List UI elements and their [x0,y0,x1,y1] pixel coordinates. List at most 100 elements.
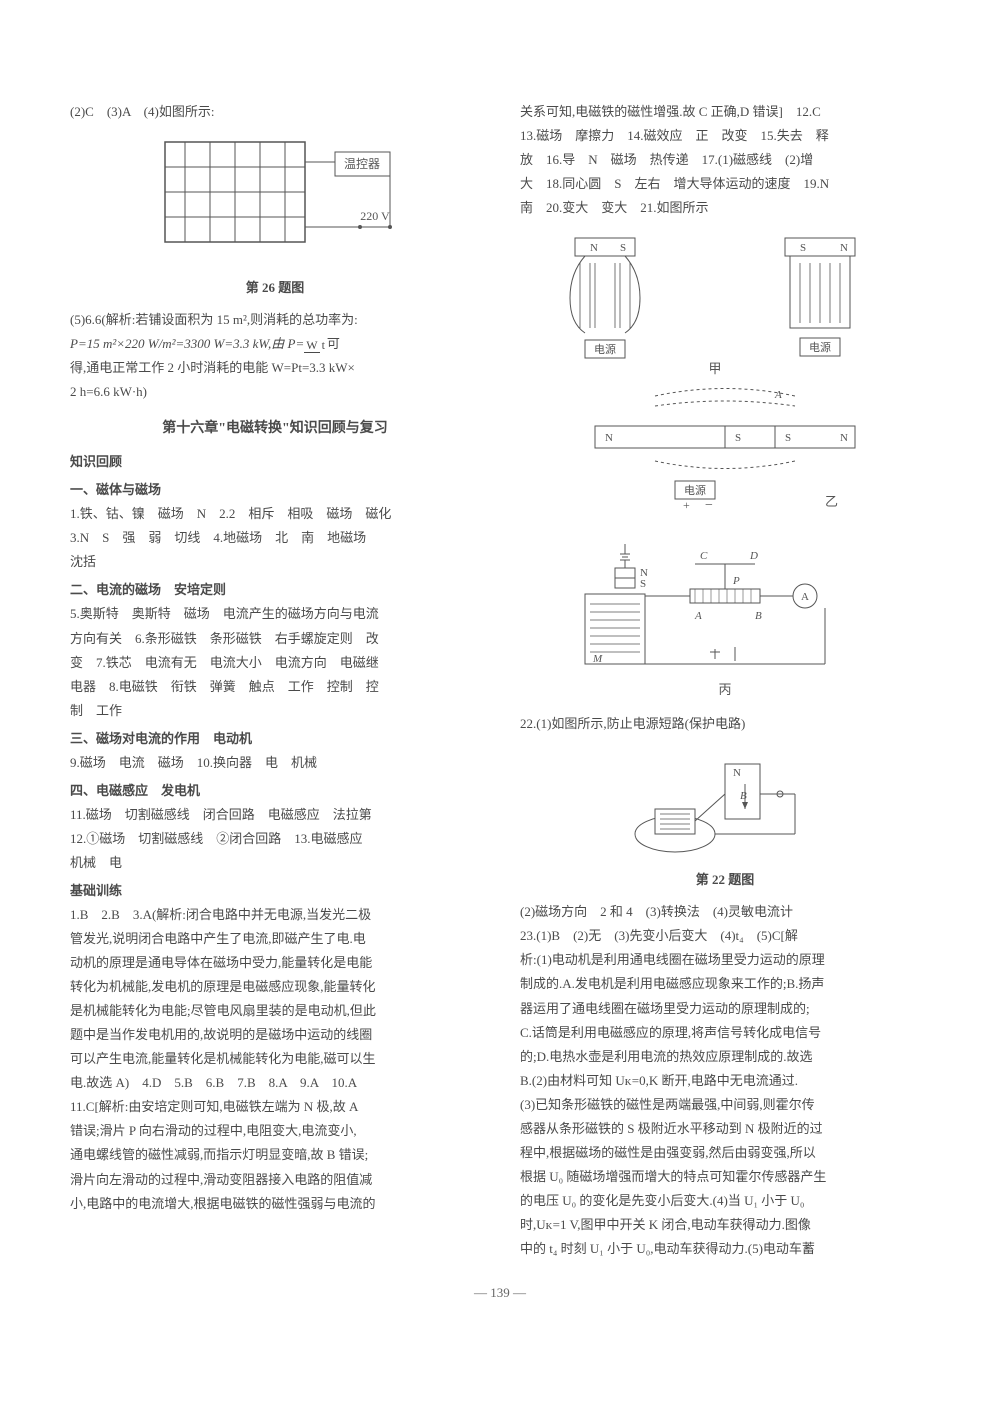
svg-text:M: M [592,653,603,665]
text-line: 5.奥斯特 奥斯特 磁场 电流产生的磁场方向与电流 [70,602,480,626]
text-line: 的电压 U₀ 的变化是先变小后变大.(4)当 U₁ 小于 U₀ [520,1189,930,1213]
text-line: 13.磁场 摩擦力 14.磁效应 正 改变 15.失去 释 [520,124,930,148]
svg-text:S: S [735,432,741,444]
text-line: 转化为机械能,发电机的原理是电磁感应现象,能量转化 [70,975,480,999]
subheading: 一、磁体与磁场 [70,478,480,502]
text-line: 管发光,说明闭合电路中产生了电流,即磁产生了电.电 [70,927,480,951]
page-number: — 139 — [70,1281,930,1305]
text-line: 放 16.导 N 磁场 热传递 17.(1)磁感线 (2)增 [520,148,930,172]
svg-text:S: S [640,578,646,590]
diagram-21-yi: A N S S N 电源 + − 乙 [520,386,930,526]
svg-text:A: A [694,610,702,622]
text-line: 动机的原理是通电导体在磁场中受力,能量转化是电能 [70,951,480,975]
text-line: 的;D.电热水壶是利用电流的热效应原理制成的.故选 [520,1045,930,1069]
svg-text:A: A [774,389,782,401]
text-line: 是机械能转化为电能;尽管电风扇里装的是电动机,但此 [70,999,480,1023]
text-line: 时,Uᴋ=1 V,图甲中开关 K 闭合,电动车获得动力.图像 [520,1213,930,1237]
text-line: 沈括 [70,550,480,574]
text-line: 小,电路中的电流增大,根据电磁铁的磁性强弱与电流的 [70,1192,480,1216]
text-line: 电.故选 A) 4.D 5.B 6.B 7.B 8.A 9.A 10.A [70,1071,480,1095]
diagram-21-jia: N S 电源 S N 电源 甲 [520,228,930,378]
svg-text:甲: 甲 [708,361,721,376]
text-line: 9.磁场 电流 磁场 10.换向器 电 机械 [70,751,480,775]
text-line: 3.N S 强 弱 切线 4.地磁场 北 南 地磁场 [70,526,480,550]
svg-text:N: N [840,242,848,254]
svg-text:N: N [733,767,741,779]
svg-text:P: P [732,575,740,587]
text-line: 22.(1)如图所示,防止电源短路(保护电路) [520,712,930,736]
right-column: 关系可知,电磁铁的磁性增强.故 C 正确,D 错误] 12.C 13.磁场 摩擦… [520,100,930,1261]
text-line: 电器 8.电磁铁 衔铁 弹簧 触点 工作 控制 控 [70,675,480,699]
text-line: 机械 电 [70,851,480,875]
diagram-22: N B 第 22 题图 [520,744,930,892]
svg-text:丙: 丙 [718,682,731,697]
svg-text:温控器: 温控器 [344,157,380,171]
svg-text:S: S [800,242,806,254]
text-line: (5)6.6(解析:若铺设面积为 15 m²,则消耗的总功率为: [70,308,480,332]
motor-diagram-icon: N B [625,744,825,864]
text-line: 11.磁场 切割磁感线 闭合回路 电磁感应 法拉第 [70,803,480,827]
text-line: (2)C (3)A (4)如图所示: [70,100,480,124]
text-line: 感器从条形磁铁的 S 极附近水平移动到 N 极附近的过 [520,1117,930,1141]
circuit-diagram-icon: 温控器 220 V [155,132,395,272]
text-line: 1.B 2.B 3.A(解析:闭合电路中并无电源,当发光二极 [70,903,480,927]
diagram-21-bing: N S C D P A M A B [520,534,930,704]
text-line: 11.C[解析:由安培定则可知,电磁铁左端为 N 极,故 A [70,1095,480,1119]
svg-text:N: N [840,432,848,444]
magnet-field-diagram-icon: A N S S N 电源 + − 乙 [575,386,875,526]
svg-text:B: B [740,790,747,802]
svg-text:A: A [801,591,809,603]
text-line: B.(2)由材料可知 Uᴋ=0,K 断开,电路中无电流通过. [520,1069,930,1093]
text-line: 根据 U₀ 随磁场增强而增大的特点可知霍尔传感器产生 [520,1165,930,1189]
svg-text:220 V: 220 V [360,209,390,223]
text-line: C.话筒是利用电磁感应的原理,将声信号转化成电信号 [520,1021,930,1045]
svg-text:电源: 电源 [809,340,831,354]
subheading: 二、电流的磁场 安培定则 [70,578,480,602]
text-line: 可以产生电流,能量转化是机械能转化为电能,磁可以生 [70,1047,480,1071]
text-line: 器运用了通电线圈在磁场里受力运动的原理制成的; [520,997,930,1021]
svg-text:S: S [620,242,626,254]
diagram-caption: 第 26 题图 [246,276,305,300]
text-line: (2)磁场方向 2 和 4 (3)转换法 (4)灵敏电流计 [520,900,930,924]
subheading: 基础训练 [70,879,480,903]
text-line: 通电螺线管的磁性减弱,而指示灯明显变暗,故 B 错误; [70,1143,480,1167]
text-line: (3)已知条形磁铁的磁性是两端最强,中间弱,则霍尔传 [520,1093,930,1117]
text-line: 变 7.铁芯 电流有无 电流大小 电流方向 电磁继 [70,651,480,675]
text-line: 得,通电正常工作 2 小时消耗的电能 W=Pt=3.3 kW× [70,356,480,380]
svg-text:N: N [590,242,598,254]
text-line: 2 h=6.6 kW·h) [70,380,480,404]
svg-text:乙: 乙 [825,494,838,509]
subheading: 四、电磁感应 发电机 [70,779,480,803]
subheading: 知识回顾 [70,450,480,474]
text-line: 制成的.A.发电机是利用电磁感应现象来工作的;B.扬声 [520,972,930,996]
diagram-26: 温控器 220 V 第 26 题图 [70,132,480,300]
svg-text:B: B [755,610,762,622]
text-line: 中的 t₄ 时刻 U₁ 小于 U₀,电动车获得动力.(5)电动车蓄 [520,1237,930,1261]
text-line: 1.铁、钴、镍 磁场 N 2.2 相斥 相吸 磁场 磁化 [70,502,480,526]
text-line: 程中,根据磁场的磁性是由强变弱,然后由弱变强,所以 [520,1141,930,1165]
svg-text:S: S [785,432,791,444]
text-line: 南 20.变大 变大 21.如图所示 [520,196,930,220]
electromagnet-diagram-icon: N S 电源 S N 电源 甲 [555,228,895,378]
text-line: 题中是当作发电机用的,故说明的是磁场中运动的线圈 [70,1023,480,1047]
svg-text:+: + [683,498,690,512]
left-column: (2)C (3)A (4)如图所示: 温控器 220 [70,100,480,1261]
text-line: 12.①磁场 切割磁感线 ②闭合回路 13.电磁感应 [70,827,480,851]
svg-text:C: C [700,550,708,562]
chapter-title: 第十六章"电磁转换"知识回顾与复习 [70,416,480,442]
diagram-caption: 第 22 题图 [696,868,755,892]
text-line: 错误;滑片 P 向右滑动的过程中,电阻变大,电流变小, [70,1119,480,1143]
svg-text:−: − [705,498,713,513]
text-line: 大 18.同心圆 S 左右 增大导体运动的速度 19.N [520,172,930,196]
text-line: 方向有关 6.条形磁铁 条形磁铁 右手螺旋定则 改 [70,627,480,651]
svg-text:D: D [749,550,758,562]
text-line: 析:(1)电动机是利用通电线圈在磁场里受力运动的原理 [520,948,930,972]
text-line: 滑片向左滑动的过程中,滑动变阻器接入电路的阻值减 [70,1168,480,1192]
text-line: P=15 m²×220 W/m²=3300 W=3.3 kW,由 P=Wt可 [70,332,480,356]
text-line: 23.(1)B (2)无 (3)先变小后变大 (4)t₄ (5)C[解 [520,924,930,948]
circuit-diagram-icon: N S C D P A M A B [575,534,875,704]
subheading: 三、磁场对电流的作用 电动机 [70,727,480,751]
text-line: 制 工作 [70,699,480,723]
svg-text:电源: 电源 [594,342,616,356]
svg-text:N: N [605,432,613,444]
